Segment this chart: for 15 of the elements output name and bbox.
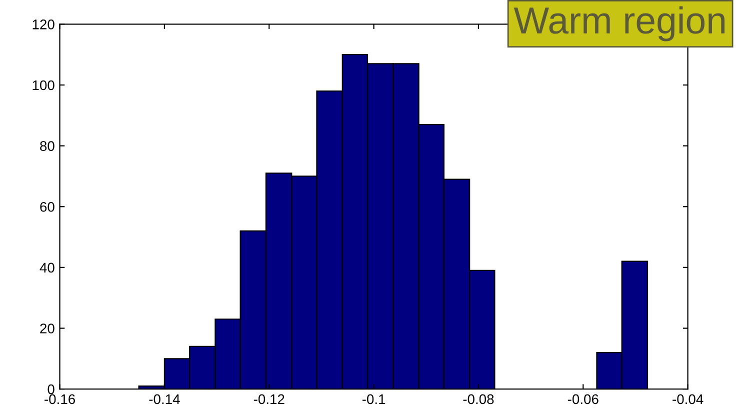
x-tick-label: -0.08 bbox=[463, 394, 494, 404]
y-tick-label: 80 bbox=[40, 141, 54, 151]
y-tick-label: 120 bbox=[32, 20, 54, 30]
x-tick-label: -0.12 bbox=[254, 394, 284, 404]
x-tick-label: -0.06 bbox=[568, 394, 598, 404]
x-tick-label: -0.04 bbox=[672, 394, 704, 404]
y-tick-label: 0 bbox=[48, 384, 54, 394]
y-tick-label: 100 bbox=[32, 80, 54, 90]
y-tick-label: 20 bbox=[40, 324, 54, 334]
x-tick-label: -0.16 bbox=[44, 394, 75, 404]
annotation: Warm region bbox=[514, 6, 725, 42]
y-tick-label: 40 bbox=[40, 262, 54, 273]
x-tick-label: -0.1 bbox=[362, 394, 386, 404]
x-tick-label: -0.14 bbox=[149, 394, 180, 404]
y-tick-label: 60 bbox=[40, 202, 54, 212]
